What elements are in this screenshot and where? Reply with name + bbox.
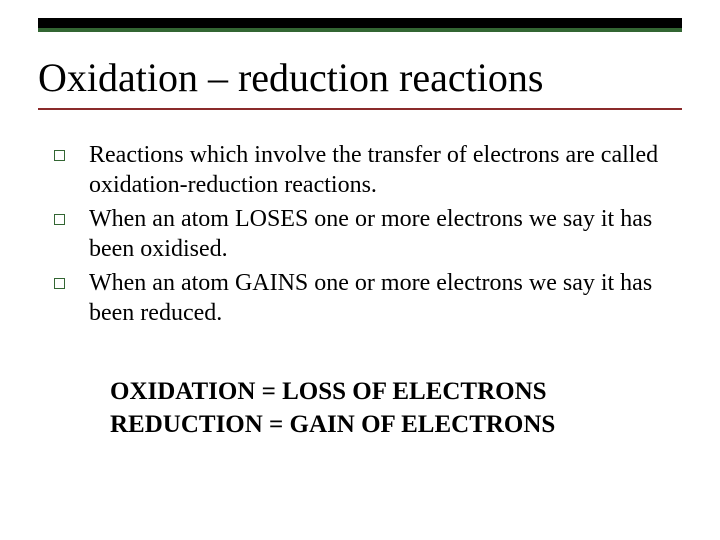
- summary-line: REDUCTION = GAIN OF ELECTRONS: [110, 409, 680, 442]
- bullet-text: When an atom GAINS one or more electrons…: [89, 268, 680, 328]
- list-item: When an atom LOSES one or more electrons…: [54, 204, 680, 264]
- title-underline: [38, 108, 682, 110]
- bullet-list: Reactions which involve the transfer of …: [54, 140, 680, 332]
- list-item: Reactions which involve the transfer of …: [54, 140, 680, 200]
- bullet-text: Reactions which involve the transfer of …: [89, 140, 680, 200]
- square-bullet-icon: [54, 150, 65, 161]
- top-bar: [38, 18, 682, 28]
- top-bar-accent: [38, 28, 682, 32]
- list-item: When an atom GAINS one or more electrons…: [54, 268, 680, 328]
- summary-block: OXIDATION = LOSS OF ELECTRONS REDUCTION …: [110, 376, 680, 441]
- square-bullet-icon: [54, 214, 65, 225]
- slide: Oxidation – reduction reactions Reaction…: [0, 0, 720, 540]
- slide-title: Oxidation – reduction reactions: [38, 54, 682, 107]
- summary-line: OXIDATION = LOSS OF ELECTRONS: [110, 376, 680, 409]
- square-bullet-icon: [54, 278, 65, 289]
- bullet-text: When an atom LOSES one or more electrons…: [89, 204, 680, 264]
